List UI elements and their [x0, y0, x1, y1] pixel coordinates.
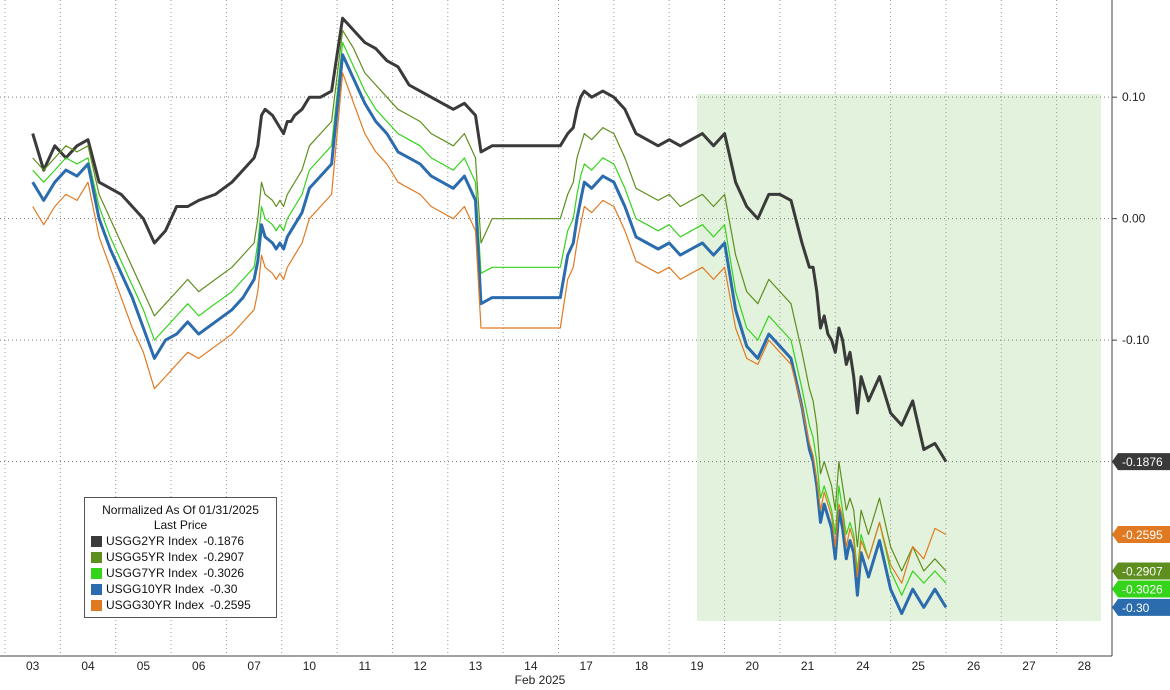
series-line-usgg5yr [32, 29, 947, 572]
legend-series-name: USGG5YR Index [106, 550, 198, 564]
legend-series-value: -0.2907 [203, 550, 245, 564]
x-tick-label: 24 [856, 659, 870, 673]
y-tick-label: 0.00 [1122, 212, 1146, 226]
legend: Normalized As Of 01/31/2025 Last Price U… [84, 497, 277, 618]
legend-swatch [91, 535, 102, 547]
x-tick-label: 20 [746, 659, 760, 673]
x-tick-label: 25 [912, 659, 926, 673]
value-tag-label-usgg7yr: -0.3026 [1122, 582, 1163, 596]
legend-subtitle: Last Price [153, 518, 208, 532]
x-tick-label: 04 [81, 659, 95, 673]
legend-series-value: -0.3026 [203, 566, 245, 580]
y-tick-label: -0.10 [1122, 333, 1150, 347]
value-tag-label-usgg30yr: -0.2595 [1122, 528, 1163, 542]
value-tag-label-usgg10yr: -0.30 [1122, 601, 1150, 615]
legend-item-usgg30yr: USGG30YR Index -0.2595 [91, 597, 270, 613]
legend-series-name: USGG30YR Index [106, 598, 205, 612]
x-tick-label: 13 [469, 659, 483, 673]
x-tick-label: 11 [359, 659, 372, 673]
legend-series-value: -0.2595 [210, 598, 251, 612]
value-tag-usgg2yr [1112, 453, 1170, 471]
series-line-usgg10yr [31, 53, 948, 615]
legend-item-usgg7yr: USGG7YR Index -0.3026 [91, 565, 270, 581]
x-tick-label: 27 [1022, 659, 1036, 673]
x-tick-label: 26 [967, 659, 981, 673]
value-tag-usgg10yr [1112, 598, 1170, 616]
legend-item-usgg10yr: USGG10YR Index -0.30 [91, 581, 270, 597]
x-tick-label: 17 [579, 659, 593, 673]
legend-swatch [91, 551, 102, 563]
x-tick-label: 14 [524, 659, 538, 673]
legend-swatch [91, 567, 102, 579]
value-tag-usgg30yr [1112, 526, 1170, 544]
value-tag-usgg5yr [1112, 562, 1170, 580]
x-tick-label: 05 [137, 659, 151, 673]
legend-series-value: -0.1876 [203, 534, 245, 548]
x-tick-label: 28 [1078, 659, 1092, 673]
legend-item-usgg2yr: USGG2YR Index -0.1876 [91, 533, 270, 549]
x-tick-label: 21 [801, 659, 815, 673]
x-tick-label: 06 [192, 659, 206, 673]
x-axis-month-label: Feb 2025 [515, 673, 566, 687]
x-tick-label: 18 [635, 659, 649, 673]
legend-swatch [91, 599, 102, 611]
x-tick-label: 03 [26, 659, 40, 673]
legend-series-name: USGG7YR Index [106, 566, 198, 580]
value-tag-usgg7yr [1112, 580, 1170, 598]
series-line-usgg2yr [31, 16, 948, 463]
legend-series-value: -0.30 [210, 582, 238, 596]
x-tick-label: 07 [247, 659, 261, 673]
legend-series-name: USGG10YR Index [106, 582, 205, 596]
legend-swatch [91, 583, 102, 595]
legend-title: Normalized As Of 01/31/2025 [102, 503, 259, 517]
series-line-usgg30yr [32, 72, 947, 584]
legend-series-name: USGG2YR Index [106, 534, 198, 548]
value-tag-label-usgg2yr: -0.1876 [1122, 455, 1163, 469]
x-tick-label: 19 [690, 659, 704, 673]
y-tick-label: 0.10 [1122, 90, 1146, 104]
value-tag-label-usgg5yr: -0.2907 [1122, 564, 1163, 578]
x-tick-label: 12 [413, 659, 427, 673]
highlight-region [696, 94, 1101, 621]
series-line-usgg7yr [32, 41, 947, 596]
x-tick-label: 10 [303, 659, 317, 673]
legend-item-usgg5yr: USGG5YR Index -0.2907 [91, 549, 270, 565]
